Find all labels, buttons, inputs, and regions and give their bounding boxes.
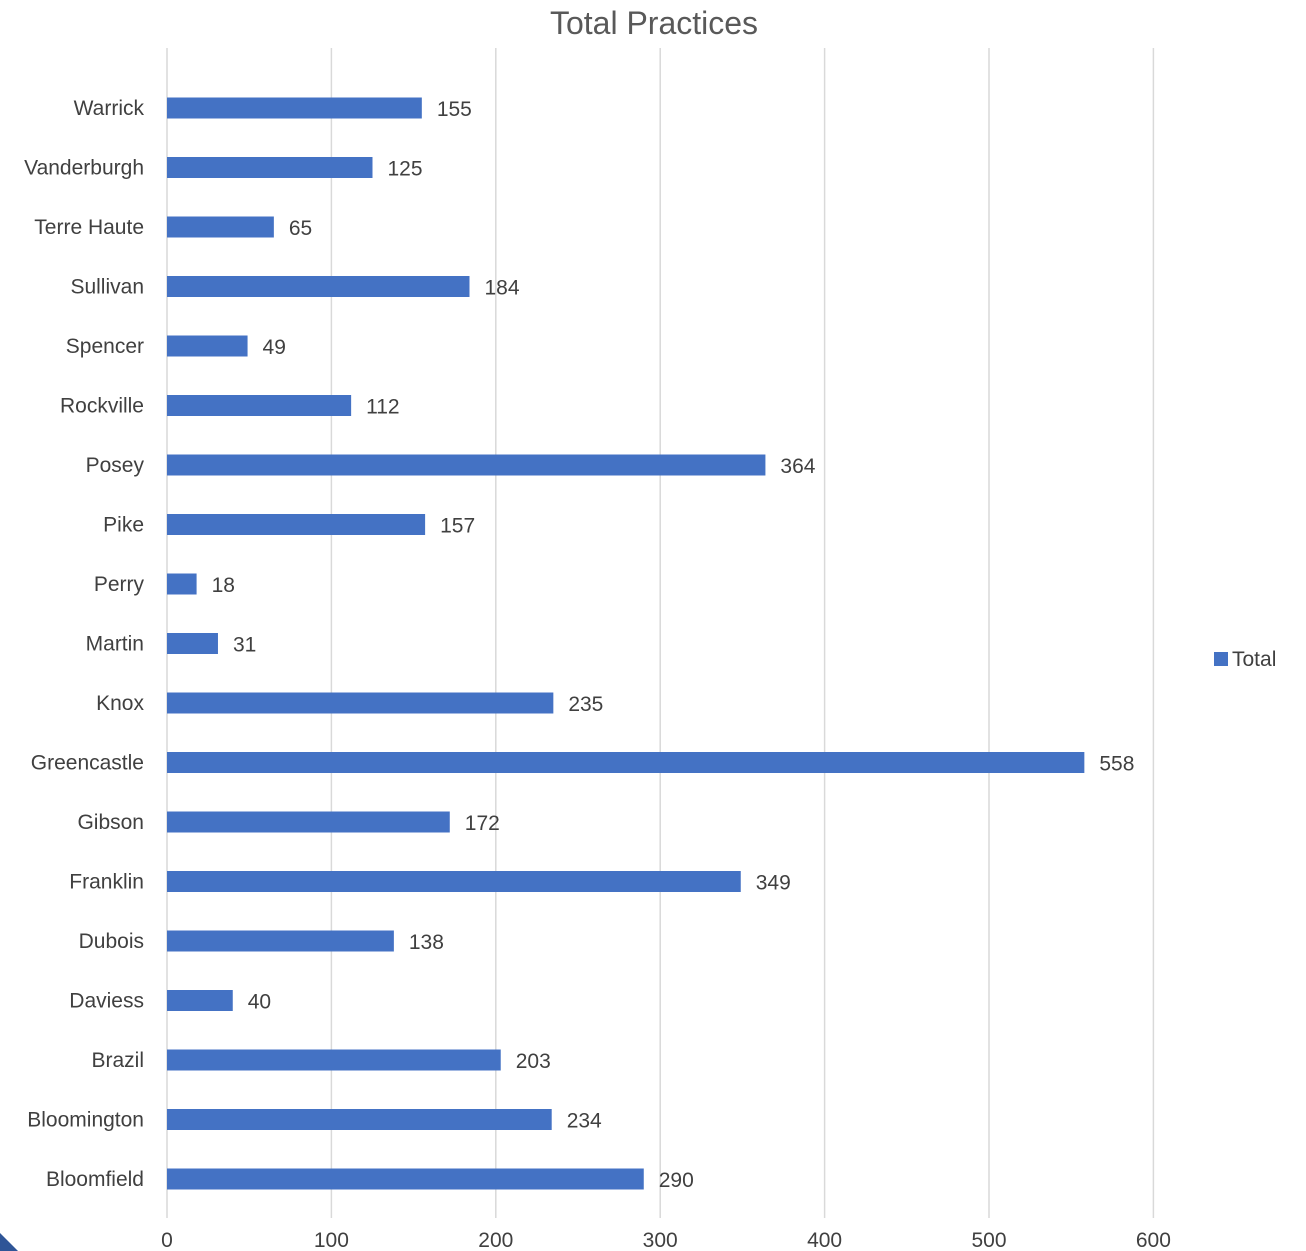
- legend: Total: [1214, 648, 1276, 671]
- bar-daviess: [167, 990, 233, 1011]
- category-label-spencer: Spencer: [66, 335, 144, 358]
- bar-spencer: [167, 335, 248, 357]
- data-label-brazil: 203: [516, 1050, 551, 1073]
- bar-martin: [167, 633, 218, 654]
- x-tick-label-200: 200: [478, 1229, 513, 1251]
- category-labels: Bloomfield Bloomington Brazil Daviess Dubois…: [24, 97, 144, 1191]
- data-label-dubois: 138: [409, 931, 444, 954]
- data-label-warrick: 155: [437, 98, 472, 121]
- category-label-knox: Knox: [96, 692, 144, 715]
- bar-pike: [167, 514, 426, 535]
- bar-franklin: [167, 871, 741, 892]
- data-label-vanderburgh: 125: [388, 158, 423, 181]
- data-label-perry: 18: [212, 574, 235, 597]
- x-tick-label-100: 100: [314, 1229, 349, 1251]
- bar-greencastle: [167, 752, 1085, 773]
- data-label-bloomfield: 290: [659, 1169, 694, 1192]
- category-label-dubois: Dubois: [79, 930, 144, 953]
- data-label-gibson: 172: [465, 812, 500, 835]
- category-label-martin: Martin: [86, 633, 144, 656]
- chart-title: Total Practices: [550, 5, 758, 41]
- bar-sullivan: [167, 276, 470, 297]
- data-label-knox: 235: [568, 693, 603, 716]
- category-label-pike: Pike: [103, 514, 144, 537]
- category-label-warrick: Warrick: [74, 97, 145, 120]
- grid: [166, 48, 1155, 1218]
- bar-posey: [167, 454, 766, 476]
- corner-decoration: [0, 1233, 18, 1251]
- data-label-bloomington: 234: [567, 1110, 602, 1133]
- category-label-franklin: Franklin: [69, 871, 144, 894]
- category-label-greencastle: Greencastle: [31, 752, 144, 775]
- x-tick-label-0: 0: [161, 1229, 173, 1251]
- bar-perry: [167, 573, 197, 595]
- legend-label: Total: [1232, 648, 1276, 671]
- data-labels: 290 234 203 40 138 349 172 558 235 31 18 157 364 112 4…: [212, 98, 1135, 1192]
- bar-vanderburgh: [167, 157, 373, 178]
- x-tick-label-500: 500: [971, 1229, 1006, 1251]
- bar-dubois: [167, 930, 394, 952]
- category-label-brazil: Brazil: [91, 1049, 144, 1072]
- category-label-sullivan: Sullivan: [70, 276, 144, 299]
- bar-bloomfield: [167, 1168, 644, 1190]
- bar-knox: [167, 692, 554, 714]
- data-label-daviess: 40: [248, 991, 271, 1014]
- category-label-bloomington: Bloomington: [27, 1109, 144, 1132]
- bars: [167, 97, 1085, 1190]
- bar-rockville: [167, 395, 352, 416]
- bar-brazil: [167, 1049, 501, 1071]
- data-label-posey: 364: [780, 455, 815, 478]
- x-tick-label-400: 400: [807, 1229, 842, 1251]
- data-label-sullivan: 184: [484, 277, 519, 300]
- category-label-daviess: Daviess: [69, 990, 144, 1013]
- data-label-greencastle: 558: [1099, 753, 1134, 776]
- x-tick-label-300: 300: [643, 1229, 678, 1251]
- category-label-posey: Posey: [86, 454, 145, 477]
- bar-terre-haute: [167, 216, 274, 238]
- data-label-spencer: 49: [263, 336, 286, 359]
- category-label-vanderburgh: Vanderburgh: [24, 157, 144, 180]
- data-label-pike: 157: [440, 515, 475, 538]
- bar-bloomington: [167, 1109, 552, 1130]
- data-label-terre-haute: 65: [289, 217, 312, 240]
- category-label-perry: Perry: [94, 573, 145, 596]
- bar-gibson: [167, 811, 450, 833]
- data-label-martin: 31: [233, 634, 256, 657]
- category-label-bloomfield: Bloomfield: [46, 1168, 144, 1191]
- x-tick-label-600: 600: [1136, 1229, 1171, 1251]
- category-label-terre-haute: Terre Haute: [34, 216, 144, 239]
- category-label-gibson: Gibson: [77, 811, 144, 834]
- category-label-rockville: Rockville: [60, 395, 144, 418]
- data-label-rockville: 112: [366, 396, 399, 419]
- data-label-franklin: 349: [756, 872, 791, 895]
- bar-warrick: [167, 97, 422, 119]
- x-axis-ticks: 0 100 200 300 400 500 600: [161, 1229, 1171, 1251]
- legend-swatch: [1214, 652, 1228, 666]
